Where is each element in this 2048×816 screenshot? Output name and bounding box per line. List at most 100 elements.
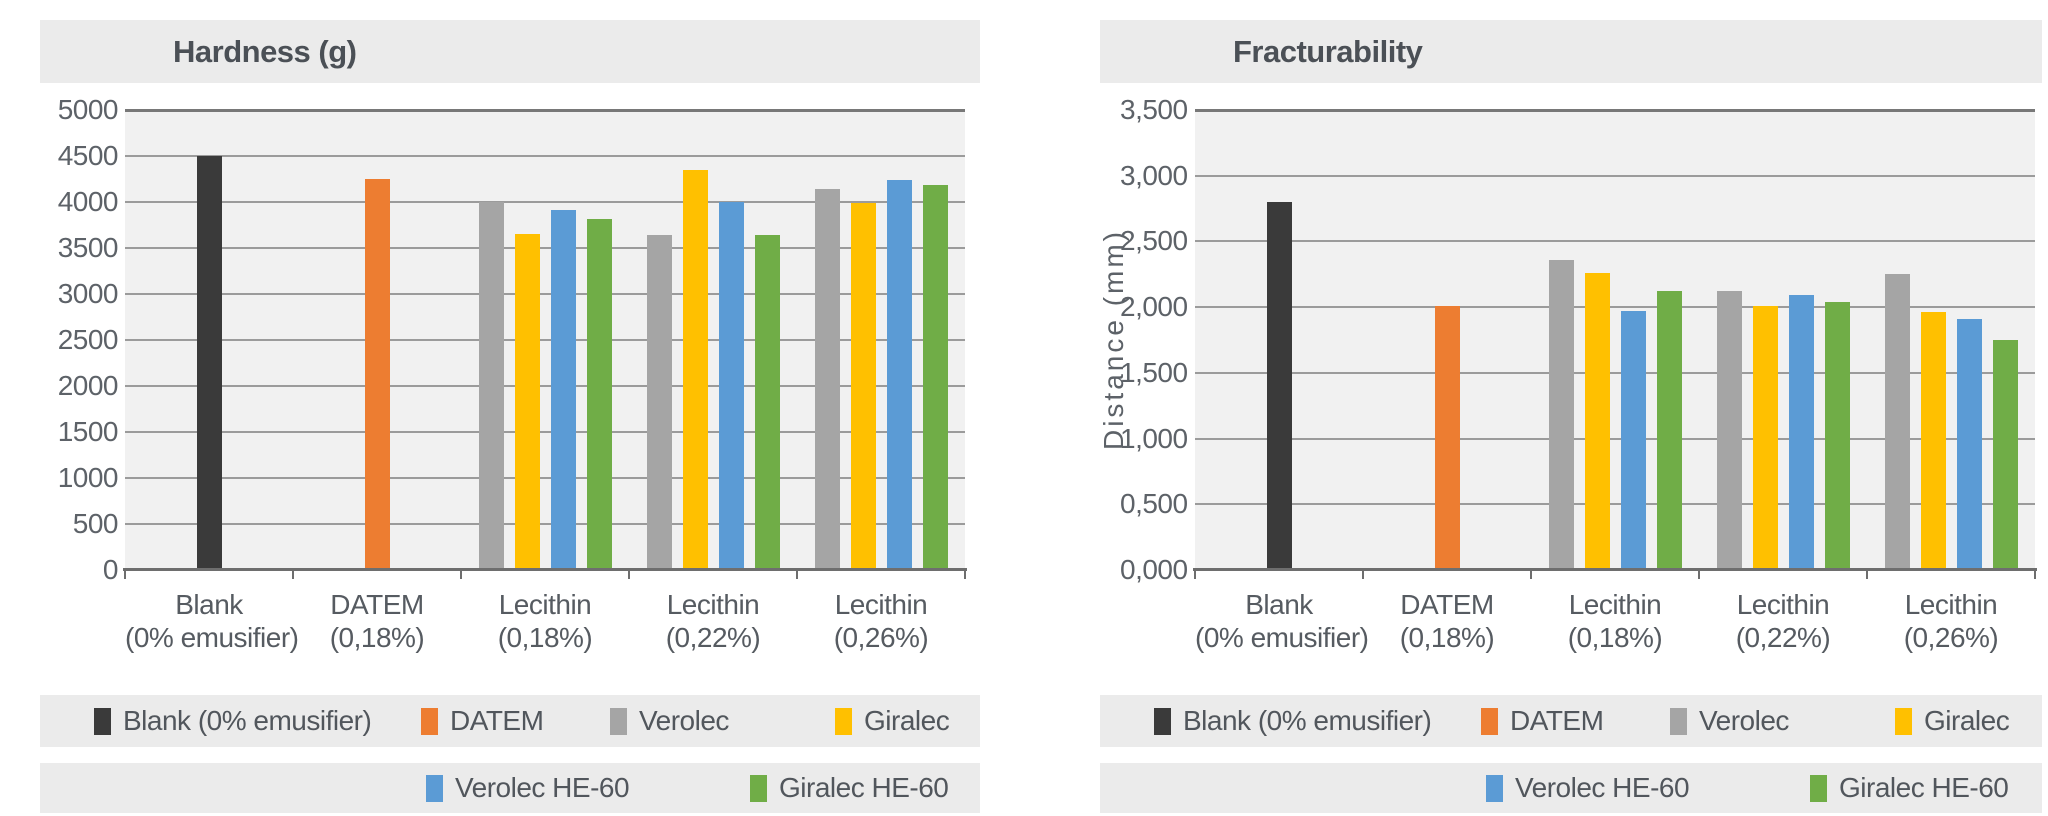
y-tick-label: 2,500 <box>1120 225 1188 256</box>
bar-verolec_he60 <box>1957 319 1982 570</box>
legend-item-giralec: Giralec <box>835 695 950 747</box>
legend-item-blank: Blank (0% emusifier) <box>1154 695 1432 747</box>
legend-label: Blank (0% emusifier) <box>1183 705 1432 736</box>
bar-giralec_he60 <box>1993 340 2018 570</box>
gridline <box>1195 306 2035 308</box>
chart-panel-fracturability: Fracturability Distance (mm) 3,500 3,000 2… <box>1098 0 2042 816</box>
legend-label: Verolec <box>639 705 729 736</box>
y-tick-label: 0 <box>102 554 119 585</box>
bar-verolec <box>1549 260 1574 570</box>
legend-swatch-verolec_he60-icon <box>1486 774 1503 802</box>
bar-giralec <box>1585 273 1610 570</box>
gridline <box>1195 372 2035 374</box>
gridline <box>1195 438 2035 440</box>
legend-swatch-datem-icon <box>421 707 438 735</box>
x-tick-mark <box>964 570 966 579</box>
legend-swatch-blank-icon <box>94 707 111 735</box>
x-axis-labels: Blank (0% emusifier) DATEM (0,18%) Lecithin(… <box>125 588 965 658</box>
bar-verolec <box>647 235 672 570</box>
bar-verolec <box>1885 274 1910 570</box>
bar-verolec_he60 <box>719 202 744 570</box>
chart-title-bar: Fracturability <box>1100 20 2042 83</box>
bar-blank <box>1267 202 1292 570</box>
legend-label: Verolec HE-60 <box>1515 772 1690 803</box>
chart-title-bar: Hardness (g) <box>40 20 980 83</box>
y-tick-label: 3,000 <box>1120 160 1188 191</box>
y-tick-label: 2500 <box>57 324 119 355</box>
legend-item-giralec_he60: Giralec HE-60 <box>750 763 949 813</box>
legend-label: Giralec <box>1924 705 2010 736</box>
legend-item-datem: DATEM <box>1481 695 1604 747</box>
legend-label: DATEM <box>1510 705 1604 736</box>
legend-swatch-verolec-icon <box>610 707 627 735</box>
legend-item-verolec: Verolec <box>1670 695 1789 747</box>
y-tick-label: 1000 <box>57 462 119 493</box>
bar-verolec_he60 <box>1621 311 1646 570</box>
y-tick-label: 1,500 <box>1120 357 1188 388</box>
legend-label: DATEM <box>450 705 544 736</box>
legend-label: Giralec HE-60 <box>779 772 949 803</box>
legend-swatch-giralec-icon <box>835 707 852 735</box>
gridline <box>1195 109 2035 112</box>
gridline <box>1195 503 2035 505</box>
bar-datem <box>365 179 390 570</box>
x-tick-mark <box>628 570 630 579</box>
bar-giralec <box>683 170 708 570</box>
x-category-label: Blank (0% emusifier) <box>1195 589 1369 653</box>
x-category-label: Lecithin (0,22%) <box>665 589 761 653</box>
gridline <box>125 155 965 157</box>
bar-giralec_he60 <box>1825 302 1850 570</box>
y-tick-label: 5000 <box>57 94 119 125</box>
chart-title: Hardness (g) <box>173 33 357 69</box>
legend-row-1: Blank (0% emusifier) DATEM Verolec Giralec <box>1100 695 2042 747</box>
x-category-label: Lecithin (0,22%) <box>1735 589 1831 653</box>
x-tick-mark <box>1866 570 1868 579</box>
x-category-label: Lecithin (0,26%) <box>1903 589 1999 653</box>
y-axis: 3,500 3,000 2,500 2,000 1,500 1,000 0,500 0,000 <box>1120 95 1188 585</box>
legend-row-2: Verolec HE-60 Giralec HE-60 <box>1100 763 2042 813</box>
x-tick-mark <box>1530 570 1532 579</box>
bar-verolec_he60 <box>887 180 912 570</box>
bar-datem <box>1435 306 1460 570</box>
x-tick-mark <box>796 570 798 579</box>
x-category-label: Lecithin (0,26%) <box>833 589 929 653</box>
x-category-label: Lecithin (0,18%) <box>1567 589 1663 653</box>
x-category-label: DATEM (0,18%) <box>329 589 425 653</box>
y-tick-label: 4000 <box>57 186 119 217</box>
y-tick-label: 500 <box>72 508 119 539</box>
bar-giralec <box>1921 312 1946 570</box>
legend-item-giralec_he60: Giralec HE-60 <box>1810 763 2009 813</box>
y-axis: 5000 4500 4000 3500 3000 2500 2000 1500 1000 500 0 <box>40 95 119 585</box>
gridline <box>125 523 965 525</box>
y-tick-label: 1,000 <box>1120 423 1188 454</box>
bar-verolec <box>815 189 840 570</box>
bar-giralec <box>515 234 540 570</box>
x-tick-mark <box>1698 570 1700 579</box>
legend-swatch-datem-icon <box>1481 707 1498 735</box>
legend-row-2: Verolec HE-60 Giralec HE-60 <box>40 763 980 813</box>
gridline <box>125 431 965 433</box>
legend-item-datem: DATEM <box>421 695 544 747</box>
x-category-label: Blank (0% emusifier) <box>125 589 299 653</box>
gridline <box>125 109 965 112</box>
legend-swatch-giralec_he60-icon <box>1810 774 1827 802</box>
bar-giralec_he60 <box>755 235 780 570</box>
bar-blank <box>197 156 222 570</box>
gridline <box>125 339 965 341</box>
bar-verolec <box>1717 291 1742 570</box>
gridline <box>125 477 965 479</box>
legend-item-giralec: Giralec <box>1895 695 2010 747</box>
legend-label: Verolec <box>1699 705 1789 736</box>
bar-giralec_he60 <box>923 185 948 570</box>
bar-verolec_he60 <box>1789 295 1814 570</box>
legend-label: Verolec HE-60 <box>455 772 630 803</box>
x-axis-line <box>1193 568 2037 571</box>
gridline <box>1195 175 2035 177</box>
x-tick-mark <box>2034 570 2036 579</box>
x-tick-mark <box>124 570 126 579</box>
x-tick-mark <box>1194 570 1196 579</box>
legend-swatch-verolec_he60-icon <box>426 774 443 802</box>
legend-swatch-blank-icon <box>1154 707 1171 735</box>
legend-label: Blank (0% emusifier) <box>123 705 372 736</box>
y-tick-label: 0,500 <box>1120 488 1188 519</box>
